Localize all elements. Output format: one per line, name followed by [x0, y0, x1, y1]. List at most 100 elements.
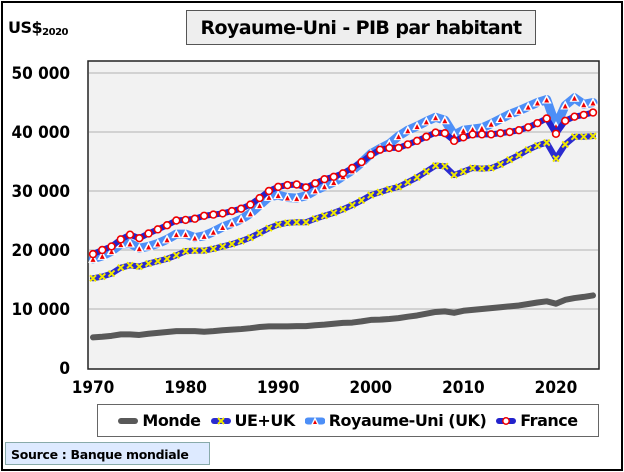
data-point-france: [162, 221, 172, 230]
x-tick-label: 2020: [535, 378, 578, 398]
data-point-royaume-uni: [282, 192, 293, 202]
marker-triangle-inner: [90, 256, 96, 262]
legend-item-ue-uk: UE+UK: [210, 411, 295, 430]
data-point-royaume-uni: [310, 185, 321, 195]
data-point-ue-uk: [320, 212, 329, 220]
data-point-royaume-uni: [162, 234, 173, 244]
data-point-ue-uk: [302, 218, 310, 226]
data-point-ue-uk: [154, 257, 162, 265]
data-point-royaume-uni: [421, 116, 432, 126]
data-point-royaume-uni: [588, 97, 598, 107]
data-point-ue-uk: [580, 133, 588, 141]
marker-triangle-inner: [164, 237, 170, 243]
data-point-royaume-uni: [254, 200, 265, 210]
data-point-france: [283, 180, 292, 190]
data-point-royaume-uni: [208, 226, 219, 236]
marker-triangle-inner: [247, 211, 253, 217]
y-tick-label: 50 000: [11, 64, 70, 84]
data-point-royaume-uni: [560, 100, 571, 110]
marker-triangle-inner: [516, 108, 522, 114]
data-point-france: [385, 143, 394, 153]
data-point-france: [329, 172, 338, 182]
legend-swatch-royaume-uni: [304, 416, 325, 425]
data-point-royaume-uni: [88, 253, 98, 263]
data-point-france: [199, 211, 209, 220]
marker-triangle-inner: [257, 203, 263, 209]
data-point-ue-uk: [589, 132, 597, 140]
data-point-royaume-uni: [97, 250, 108, 260]
data-point-france: [236, 204, 246, 213]
marker-triangle-inner: [229, 221, 235, 227]
marker-triangle-inner: [479, 125, 485, 131]
data-point-ue-uk: [367, 191, 375, 199]
data-point-france: [375, 145, 385, 154]
data-point-ue-uk: [330, 209, 338, 217]
legend-label: France: [520, 411, 578, 430]
marker-triangle-inner: [99, 253, 105, 259]
data-point-france: [477, 130, 487, 139]
data-point-france: [348, 163, 357, 173]
marker-triangle-inner: [312, 188, 318, 194]
marker-triangle-inner: [146, 244, 152, 250]
marker-triangle-inner: [284, 195, 290, 201]
data-point-royaume-uni: [578, 99, 589, 109]
data-point-royaume-uni: [541, 94, 552, 104]
data-point-france: [357, 157, 366, 167]
data-point-france: [144, 229, 153, 238]
data-point-ue-uk: [283, 219, 292, 227]
data-point-france: [125, 230, 135, 239]
data-point-royaume-uni: [143, 241, 154, 251]
data-point-france: [292, 180, 301, 189]
data-point-france: [181, 215, 190, 225]
data-point-ue-uk: [98, 272, 106, 281]
data-point-royaume-uni: [300, 190, 311, 200]
marker-triangle-inner: [303, 193, 309, 199]
legend-swatch-ue-uk: [210, 416, 231, 425]
marker-triangle-inner: [321, 184, 327, 190]
y-tick-label: 40 000: [11, 123, 70, 143]
data-point-ue-uk: [339, 205, 347, 213]
data-point-france: [459, 133, 468, 142]
y-tick-label: 10 000: [11, 300, 70, 320]
marker-triangle-inner: [590, 100, 596, 106]
data-point-royaume-uni: [402, 125, 413, 135]
data-point-ue-uk: [107, 269, 116, 278]
data-point-france: [496, 128, 505, 138]
data-point-ue-uk: [385, 185, 394, 193]
legend-swatch-monde: [118, 417, 139, 424]
data-point-france: [579, 110, 588, 120]
y-tick-label: 30 000: [11, 182, 70, 202]
marker-triangle-inner: [581, 102, 587, 108]
data-point-france: [311, 179, 320, 188]
legend: Monde UE+UK Royaume-Uni (UK) France: [97, 404, 599, 437]
data-point-france: [88, 249, 98, 259]
data-point-france: [135, 234, 144, 243]
data-point-royaume-uni: [180, 229, 191, 239]
legend-item-royaume-uni: Royaume-Uni (UK): [304, 411, 487, 430]
legend-label: Monde: [142, 411, 201, 430]
chart-title: Royaume-Uni - PIB par habitant: [186, 10, 536, 45]
data-point-royaume-uni: [134, 243, 145, 253]
data-point-royaume-uni: [189, 232, 200, 242]
data-point-ue-uk: [292, 218, 301, 226]
series-group: [88, 92, 598, 341]
data-point-royaume-uni: [430, 112, 441, 122]
data-point-ue-uk: [265, 224, 273, 232]
marker-triangle-inner: [507, 112, 513, 118]
data-point-royaume-uni: [263, 191, 274, 201]
data-point-ue-uk: [117, 263, 125, 272]
x-tick-label: 2010: [442, 378, 485, 398]
data-point-france: [449, 136, 459, 146]
data-point-france: [246, 200, 255, 209]
x-tick-label: 1980: [164, 378, 207, 398]
data-point-ue-uk: [144, 259, 153, 268]
data-point-royaume-uni: [171, 229, 182, 239]
data-point-france: [561, 116, 570, 125]
marker-triangle-inner: [275, 193, 281, 199]
y-axis-unit: US$2020: [8, 18, 68, 38]
series-monde: [90, 292, 596, 341]
marker-triangle-inner: [442, 118, 448, 124]
data-point-ue-uk: [441, 162, 449, 170]
data-point-ue-uk: [237, 237, 245, 245]
data-point-ue-uk: [478, 164, 486, 173]
